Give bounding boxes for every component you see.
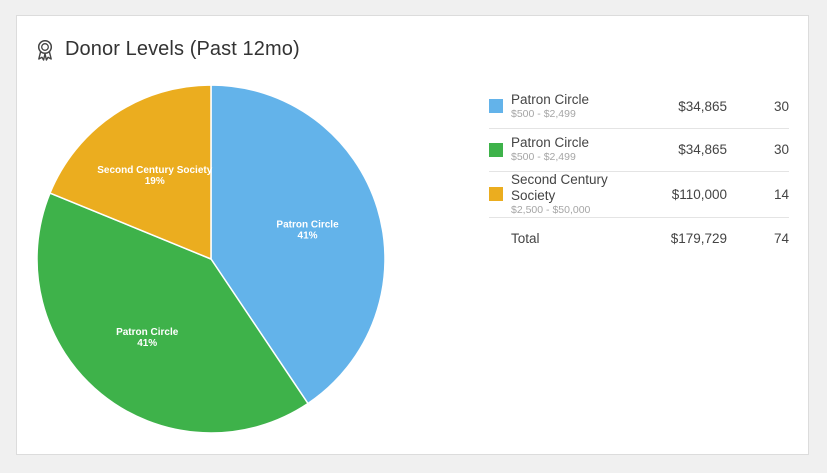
legend-total-amount: $179,729	[670, 231, 727, 247]
legend-level-name: Patron Circle	[511, 135, 590, 150]
legend-level-range: $500 - $2,499	[511, 151, 576, 163]
pie-slice-percent-1: 41%	[137, 338, 157, 349]
pie-slice-2[interactable]	[49, 84, 212, 261]
donor-legend-table: Patron Circle $500 - $2,499 $34,865 30 Patro…	[489, 85, 789, 260]
donor-levels-card: Donor Levels (Past 12mo) Patron Circle 41…	[16, 15, 809, 455]
pie-slice-label-2: Second Century Society	[97, 165, 212, 176]
legend-level-range: $500 - $2,499	[511, 107, 576, 120]
pie-slice-percent-2: 19%	[145, 176, 165, 187]
legend-level-name: Patron Circle	[511, 91, 590, 107]
legend-swatch-cell	[489, 128, 511, 172]
legend-amount: $110,000	[647, 171, 727, 218]
pie-slice-percent-0: 41%	[298, 231, 318, 242]
card-header: Donor Levels (Past 12mo)	[35, 38, 300, 61]
legend-name-cell: Patron Circle $500 - $2,499	[511, 85, 647, 129]
legend-donor-count: 30	[727, 85, 789, 129]
legend-row[interactable]: Patron Circle $500 - $2,499 $34,865 30	[489, 85, 789, 129]
legend-color-swatch	[489, 99, 503, 114]
legend-name-cell: Second Century Society $2,500 - $50,000	[511, 171, 647, 218]
legend-row[interactable]: Patron Circle $500 - $2,499 $34,865 30	[489, 128, 789, 172]
donor-pie-chart: Patron Circle 41% Patron Circle 41% Second C…	[36, 84, 388, 436]
legend-color-swatch	[489, 142, 503, 157]
legend-swatch-cell	[489, 85, 511, 129]
legend-donor-count: 14	[727, 171, 789, 218]
legend-name-cell: Patron Circle $500 - $2,499	[511, 128, 647, 172]
card-title: Donor Levels (Past 12mo)	[65, 38, 300, 60]
pie-slice-label-0: Patron Circle	[276, 220, 339, 231]
legend-total-spacer	[489, 217, 511, 260]
legend-amount: $34,865	[647, 85, 727, 129]
legend-donor-count: 30	[727, 128, 789, 172]
legend-color-swatch	[489, 187, 503, 201]
legend-level-range: $2,500 - $50,000	[511, 203, 591, 216]
pie-slice-0[interactable]	[210, 84, 386, 405]
award-ribbon-icon	[37, 39, 53, 61]
legend-total-count: 74	[773, 231, 789, 247]
legend-amount: $34,865	[647, 128, 727, 172]
legend-total-label: Total	[511, 231, 540, 247]
pie-slice-1[interactable]	[36, 192, 309, 434]
legend-row[interactable]: Second Century Society $2,500 - $50,000 $1…	[489, 171, 789, 218]
legend-total-row: Total $179,729 74	[489, 217, 789, 260]
legend-swatch-cell	[489, 171, 511, 218]
pie-slice-label-1: Patron Circle	[116, 327, 179, 338]
legend-level-name: Second Century Society	[511, 171, 608, 203]
